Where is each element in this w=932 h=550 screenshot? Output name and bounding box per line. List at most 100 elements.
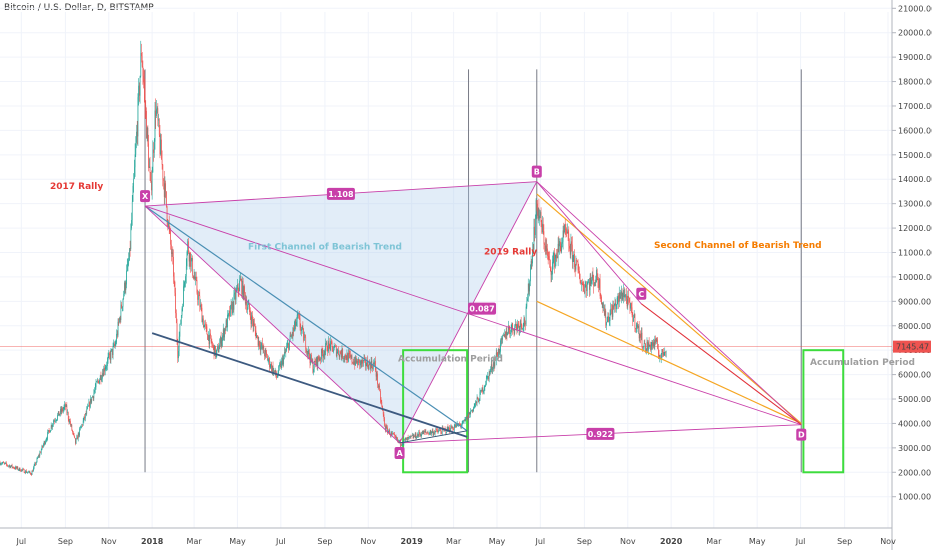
candle-body [525, 306, 527, 325]
candle-body [195, 276, 196, 280]
candle-body [545, 245, 547, 252]
candle-body [111, 348, 113, 355]
candle-body [618, 295, 619, 303]
candle-body [280, 363, 282, 369]
candle-body [428, 432, 430, 435]
candle-body [348, 353, 349, 362]
candle-body [404, 439, 405, 440]
candle-body [370, 363, 371, 370]
candle-body [525, 323, 526, 325]
candle-body [107, 359, 108, 367]
candle-body [176, 323, 178, 342]
candle-body [571, 244, 573, 263]
candle-body [90, 398, 92, 403]
candle-body [617, 295, 619, 298]
candle-body [337, 349, 339, 353]
candle-body [419, 434, 421, 436]
candle-body [310, 354, 312, 364]
candle-body [654, 338, 656, 347]
candle-body [334, 346, 336, 347]
candle-body [379, 385, 381, 391]
candle-body [84, 416, 85, 419]
candle-body [217, 346, 219, 353]
candle-body [195, 276, 197, 281]
candle-body [386, 426, 388, 428]
candle-body [124, 282, 126, 291]
accumulation-box [802, 349, 845, 474]
candle-body [242, 280, 243, 295]
candle-body [62, 408, 63, 411]
candle-body [148, 143, 149, 168]
candle-body [611, 309, 613, 317]
candle-body [168, 222, 170, 228]
price-tick-label: 20000.00 [898, 29, 932, 38]
candle-body [172, 252, 174, 257]
candle-body [200, 304, 201, 308]
candle-body [356, 360, 358, 363]
candle-body [662, 352, 664, 356]
candle-body [249, 311, 251, 317]
candle-body [517, 323, 518, 330]
candle-body [414, 435, 415, 437]
candle-body [549, 258, 550, 260]
point-box [796, 428, 807, 441]
candle-body [530, 268, 531, 282]
candle-body [130, 228, 132, 249]
candle-body [76, 436, 78, 439]
candle-body [579, 271, 580, 279]
candle-body [316, 357, 318, 367]
candle-body [197, 292, 198, 300]
candle-body [409, 435, 411, 437]
candle-body [421, 434, 422, 436]
candle-body [64, 404, 66, 407]
candle-body [661, 349, 663, 355]
candle-body [159, 134, 161, 155]
candle-body [318, 359, 320, 361]
candle-body [441, 427, 443, 434]
candle-body [579, 278, 581, 284]
candle-body [304, 336, 306, 338]
candle-body [173, 276, 175, 282]
candle-body [570, 241, 572, 255]
candle-body [405, 438, 407, 440]
candle-body [138, 85, 139, 98]
candle-body [429, 433, 430, 435]
candle-body [298, 314, 299, 316]
candle-body [89, 398, 91, 408]
candle-body [301, 326, 303, 329]
candle-body [478, 398, 479, 403]
candle-body [633, 317, 634, 322]
candle-body [473, 407, 474, 412]
candle-body [353, 361, 355, 365]
candle-body [237, 284, 238, 290]
candle-body [63, 406, 65, 409]
candle-body [156, 108, 158, 110]
annotation-label: Second Channel of Bearish Trend [654, 241, 822, 251]
candle-body [394, 435, 396, 437]
candle-body [607, 316, 609, 318]
candle-body [9, 465, 11, 468]
candle-body [179, 324, 181, 337]
candle-body [426, 432, 427, 433]
candle-body [381, 402, 383, 406]
candle-body [450, 425, 452, 432]
candle-body [261, 343, 262, 346]
candle-body [448, 427, 449, 430]
candle-body [380, 400, 382, 403]
candle-body [649, 344, 651, 346]
candle-body [665, 352, 666, 353]
candle-body [482, 387, 484, 393]
candle-body [614, 302, 616, 305]
price-tick-label: 10000.00 [898, 273, 932, 282]
candle-body [412, 435, 413, 436]
candle-body [520, 320, 521, 328]
candle-body [375, 361, 376, 371]
candle-body [217, 346, 218, 349]
candle-body [16, 466, 17, 469]
candle-body [625, 294, 627, 295]
candle-body [540, 212, 542, 223]
candle-body [578, 270, 580, 272]
candle-body [210, 335, 212, 342]
candle-body [660, 354, 662, 359]
